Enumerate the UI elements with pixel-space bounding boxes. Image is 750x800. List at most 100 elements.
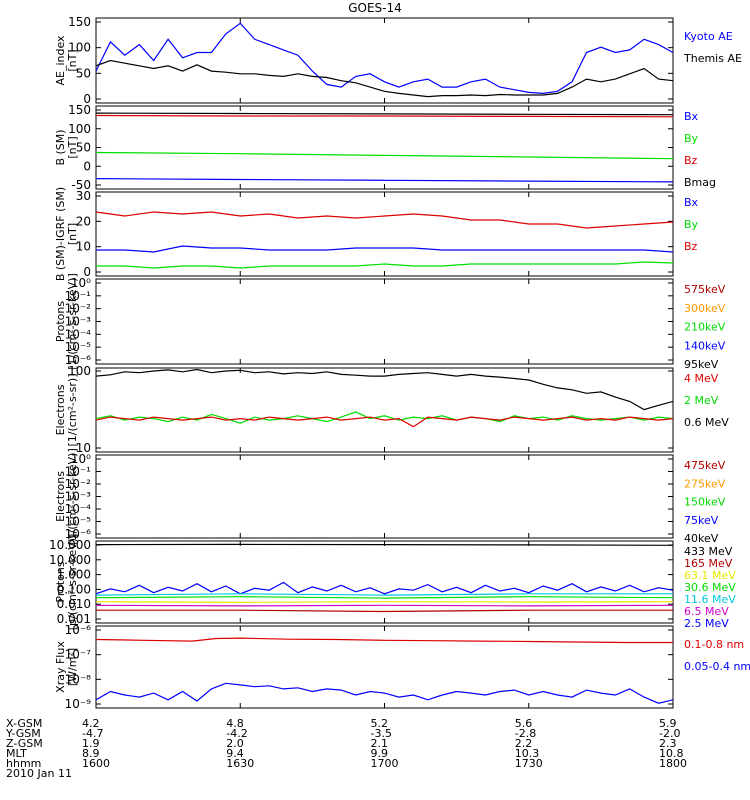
series-line-6-5-mev — [96, 604, 673, 607]
y-tick-label: 10⁻⁴ — [65, 502, 92, 516]
legend-entry: 150keV — [684, 496, 726, 509]
ephemeris-value: 5.6 — [514, 717, 533, 730]
series-line-433-mev — [96, 543, 673, 546]
date-label: 2010 Jan 11 — [6, 767, 72, 780]
series-line-0-6-mev — [96, 368, 673, 411]
panel-frame — [95, 17, 674, 104]
ephemeris-value: -3.5 — [370, 727, 392, 740]
legend-entry: Bz — [684, 240, 698, 253]
y-tick-label: 10⁻¹ — [65, 465, 92, 479]
y-tick-label: 10⁻³ — [65, 490, 92, 504]
series-line-4-mev — [96, 416, 673, 428]
y-tick-label: -50 — [71, 178, 91, 192]
legend-entry: 0.05-0.4 nm — [684, 660, 750, 673]
legend-entry: Bz — [684, 154, 698, 167]
ephemeris-value: 1630 — [226, 757, 255, 770]
series-line-by — [96, 261, 673, 269]
y-tick-label: 10⁻⁶ — [65, 623, 92, 637]
ephemeris-value: -4.2 — [226, 727, 248, 740]
y-tick-label: 10⁻⁷ — [65, 648, 92, 662]
series-line-2-5-mev — [96, 581, 673, 595]
legend-entry: 2 MeV — [684, 394, 719, 407]
ephemeris-row-label: X-GSM — [6, 717, 43, 730]
y-tick-label: 10⁻⁹ — [65, 697, 92, 711]
y-tick-label: 100 — [68, 122, 91, 136]
panel-frame — [95, 454, 674, 539]
y-axis-label: [1/(cm²-s-sr)] — [66, 374, 79, 447]
series-line-bmag — [96, 112, 673, 116]
y-tick-label: 10⁻³ — [65, 315, 92, 329]
legend-entry: Kyoto AE — [684, 30, 733, 43]
y-tick-label: 10⁻⁶ — [65, 353, 92, 367]
series-line-30-6-mev — [96, 596, 673, 599]
y-axis-label: Xray Flux — [54, 641, 67, 693]
y-tick-label: 20 — [76, 214, 91, 228]
series-line-bz — [96, 211, 673, 229]
legend-entry: Bmag — [684, 176, 716, 189]
legend-entry: By — [684, 218, 699, 231]
legend-entry: Bx — [684, 196, 699, 209]
ephemeris-value: -2.8 — [514, 727, 537, 740]
ephemeris-row-label: Y-GSM — [6, 727, 41, 740]
y-axis-label: AE_index — [54, 35, 67, 86]
panel-3: 0 10 20 30 B (SM)-IGRF (SM) [nT] Bx By Bz — [54, 187, 699, 281]
y-axis-label: Electrons — [54, 471, 67, 522]
y-tick-label: 10⁰ — [71, 452, 91, 466]
legend-entry: 140keV — [684, 339, 726, 352]
series-line-by — [96, 151, 673, 160]
y-tick-label: 10⁻⁵ — [65, 340, 92, 354]
page-title: GOES-14 — [348, 1, 402, 15]
legend-entry: 300keV — [684, 302, 726, 315]
legend-entry: 6.5 MeV — [684, 605, 729, 618]
y-tick-label: 0 — [83, 265, 91, 279]
legend-entry: 210keV — [684, 321, 726, 334]
y-tick-label: 50 — [76, 66, 91, 80]
panel-8: 10⁻⁶ 10⁻⁷ 10⁻⁸ 10⁻⁹ Xray Flux [W/m²] 0.1-0.8 n… — [54, 623, 750, 711]
ephemeris-value: 2.2 — [514, 737, 533, 750]
y-tick-label: 100 — [68, 41, 91, 55]
y-tick-label: 150 — [68, 15, 91, 29]
y-tick-label: 30 — [76, 189, 91, 203]
ephemeris-value: 4.2 — [82, 717, 100, 730]
series-line-2-mev — [96, 411, 673, 424]
legend-entry: Themis AE — [683, 52, 742, 65]
ephemeris-value: 1800 — [659, 757, 687, 770]
legend-entry: 95keV — [684, 358, 719, 371]
y-tick-label: 0.010 — [57, 597, 91, 611]
legend-entry: 11.6 MeV — [684, 593, 736, 606]
y-tick-label: 0 — [83, 92, 91, 106]
series-line-0-05-0-4-nm — [96, 682, 673, 704]
ephemeris-row-label: Z-GSM — [6, 737, 43, 750]
ephemeris-value: 1730 — [514, 757, 543, 770]
ephemeris-value: 5.2 — [370, 717, 389, 730]
y-tick-label: 1.000 — [57, 568, 91, 582]
series-line-63-1-mev — [96, 601, 673, 604]
y-tick-label: 10⁻² — [65, 477, 92, 491]
y-tick-label: 10.000 — [49, 553, 91, 567]
ephemeris-value: 8.9 — [82, 747, 100, 760]
y-axis-label: [nT] — [66, 49, 79, 71]
y-tick-label: 10⁰ — [71, 276, 91, 290]
panel-frame — [95, 105, 674, 190]
ephemeris-value: 2.0 — [226, 737, 244, 750]
legend-entry: 0.6 MeV — [684, 416, 729, 429]
legend-entry: 40keV — [684, 532, 719, 545]
y-tick-label: 10⁻⁵ — [65, 515, 92, 529]
panel-frame — [95, 625, 674, 709]
y-tick-label: 0 — [83, 159, 91, 173]
series-line-kyoto-ae — [96, 22, 673, 95]
ephemeris-value: 1700 — [370, 757, 399, 770]
ephemeris-value: 9.9 — [370, 747, 389, 760]
panel-7: 10.00010.0001.0000.1000.0100.001Protons[… — [49, 534, 736, 631]
ephemeris-row-label: hhmm — [6, 757, 42, 770]
y-tick-label: 10⁻¹ — [65, 289, 92, 303]
y-axis-label: [1/(cm²-s-sr-keV)] — [66, 273, 79, 370]
y-tick-label: 150 — [68, 103, 91, 117]
legend-entry: 0.1-0.8 nm — [684, 638, 744, 651]
y-axis-label: B (SM) — [54, 129, 67, 165]
ephemeris-value: 2.3 — [659, 737, 677, 750]
legend-entry: 4 MeV — [684, 372, 719, 385]
ephemeris-value: 2.1 — [370, 737, 389, 750]
